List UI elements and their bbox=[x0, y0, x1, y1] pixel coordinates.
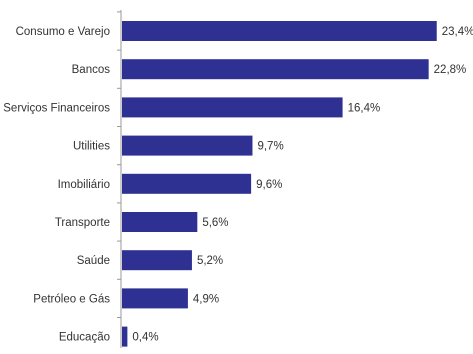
value-label: 22,8% bbox=[434, 64, 467, 76]
category-label: Petróleo e Gás bbox=[33, 293, 110, 305]
bar bbox=[122, 173, 252, 194]
category-labels-group: Consumo e Varejo Bancos Serviços Financeir… bbox=[3, 26, 110, 344]
value-label: 9,6% bbox=[256, 179, 282, 191]
bar bbox=[122, 59, 429, 80]
category-label: Imobiliário bbox=[58, 179, 110, 191]
bar bbox=[122, 212, 198, 232]
category-label: Saúde bbox=[77, 255, 110, 267]
bars-group bbox=[122, 21, 437, 347]
bar bbox=[122, 135, 253, 156]
value-label: 4,9% bbox=[193, 293, 219, 305]
category-label: Bancos bbox=[72, 64, 111, 76]
category-label: Educação bbox=[59, 332, 110, 344]
axis-ticks-group bbox=[117, 11, 121, 318]
bar bbox=[122, 21, 437, 41]
bar bbox=[122, 326, 128, 347]
value-label: 5,6% bbox=[202, 217, 228, 229]
category-label: Serviços Financeiros bbox=[3, 102, 110, 114]
value-label: 23,4% bbox=[442, 26, 473, 38]
bar bbox=[122, 288, 188, 309]
bar bbox=[122, 250, 192, 271]
value-labels-group: 23,4% 22,8% 16,4% 9,7% 9,6% 5,6% 5,2% 4,9% 0,4% bbox=[132, 26, 473, 344]
category-label: Transporte bbox=[55, 217, 110, 229]
value-label: 9,7% bbox=[257, 141, 283, 153]
value-label: 5,2% bbox=[197, 255, 223, 267]
category-label: Utilities bbox=[73, 141, 110, 153]
value-label: 16,4% bbox=[348, 102, 381, 114]
category-label: Consumo e Varejo bbox=[16, 26, 110, 38]
bar bbox=[122, 97, 343, 118]
value-label: 0,4% bbox=[132, 332, 158, 344]
